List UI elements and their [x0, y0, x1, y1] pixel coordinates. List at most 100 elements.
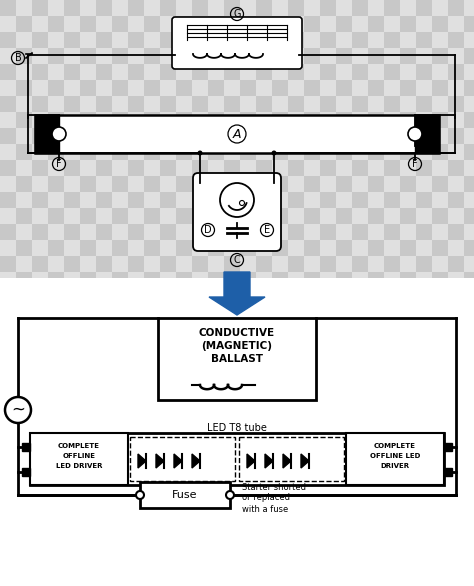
Bar	[288, 80, 304, 96]
Bar	[224, 176, 240, 192]
Bar	[80, 256, 96, 272]
Bar	[192, 272, 208, 278]
Text: CONDUCTIVE: CONDUCTIVE	[199, 328, 275, 338]
Bar	[320, 0, 336, 16]
Bar	[320, 32, 336, 48]
Bar	[444, 468, 452, 476]
Bar	[176, 240, 192, 256]
Bar	[0, 48, 16, 64]
Bar	[208, 128, 224, 144]
Bar	[240, 224, 256, 240]
Bar	[448, 144, 464, 160]
Bar	[416, 80, 432, 96]
Bar	[384, 48, 400, 64]
Bar	[384, 176, 400, 192]
Bar	[416, 112, 432, 128]
Bar	[160, 48, 176, 64]
Bar	[64, 128, 80, 144]
Bar	[64, 112, 80, 128]
Bar	[0, 144, 16, 160]
Bar	[224, 32, 240, 48]
Bar	[32, 16, 48, 32]
Bar	[240, 192, 256, 208]
Bar	[256, 240, 272, 256]
Bar	[48, 240, 64, 256]
Bar	[96, 96, 112, 112]
Bar	[464, 208, 474, 224]
Bar	[416, 160, 432, 176]
Bar	[0, 64, 16, 80]
FancyBboxPatch shape	[193, 173, 281, 251]
Bar	[208, 80, 224, 96]
Bar	[352, 192, 368, 208]
Bar	[0, 192, 16, 208]
Bar	[208, 240, 224, 256]
Bar	[192, 64, 208, 80]
Bar	[272, 272, 288, 278]
Bar	[432, 32, 448, 48]
Bar	[256, 224, 272, 240]
Bar	[96, 144, 112, 160]
Bar	[96, 112, 112, 128]
Bar	[16, 256, 32, 272]
Bar	[272, 240, 288, 256]
Bar	[256, 160, 272, 176]
Bar	[448, 32, 464, 48]
Bar	[64, 256, 80, 272]
Bar	[64, 16, 80, 32]
Circle shape	[408, 127, 422, 141]
Bar	[0, 272, 16, 278]
Bar	[160, 16, 176, 32]
Bar	[336, 192, 352, 208]
Bar	[384, 0, 400, 16]
Bar	[320, 16, 336, 32]
Bar	[176, 208, 192, 224]
Bar	[320, 80, 336, 96]
Bar	[64, 64, 80, 80]
Bar	[48, 160, 64, 176]
Bar	[144, 224, 160, 240]
Bar	[368, 160, 384, 176]
Bar	[432, 16, 448, 32]
Bar	[336, 240, 352, 256]
Bar	[48, 192, 64, 208]
Bar	[176, 176, 192, 192]
Bar	[128, 16, 144, 32]
Bar	[176, 272, 192, 278]
Bar	[176, 128, 192, 144]
Bar	[80, 64, 96, 80]
Bar	[140, 482, 230, 508]
Bar	[448, 256, 464, 272]
Bar	[22, 443, 30, 451]
Bar	[400, 16, 416, 32]
Bar	[0, 112, 16, 128]
Bar	[128, 224, 144, 240]
Bar	[400, 192, 416, 208]
Bar	[464, 240, 474, 256]
Bar	[320, 256, 336, 272]
Bar	[32, 272, 48, 278]
Bar	[400, 80, 416, 96]
Bar	[400, 176, 416, 192]
Text: OFFLINE: OFFLINE	[63, 453, 95, 459]
Bar	[80, 48, 96, 64]
Bar	[48, 96, 64, 112]
Bar	[128, 96, 144, 112]
Bar	[304, 272, 320, 278]
Polygon shape	[156, 454, 164, 468]
Bar	[256, 64, 272, 80]
Bar	[384, 32, 400, 48]
Circle shape	[5, 397, 31, 423]
Bar	[96, 208, 112, 224]
Text: ~: ~	[11, 401, 25, 419]
Bar	[448, 192, 464, 208]
Bar	[64, 224, 80, 240]
Bar	[240, 112, 256, 128]
Bar	[32, 208, 48, 224]
Bar	[352, 272, 368, 278]
Bar	[144, 0, 160, 16]
Bar	[288, 256, 304, 272]
Bar	[16, 32, 32, 48]
Bar	[0, 256, 16, 272]
Bar	[128, 272, 144, 278]
